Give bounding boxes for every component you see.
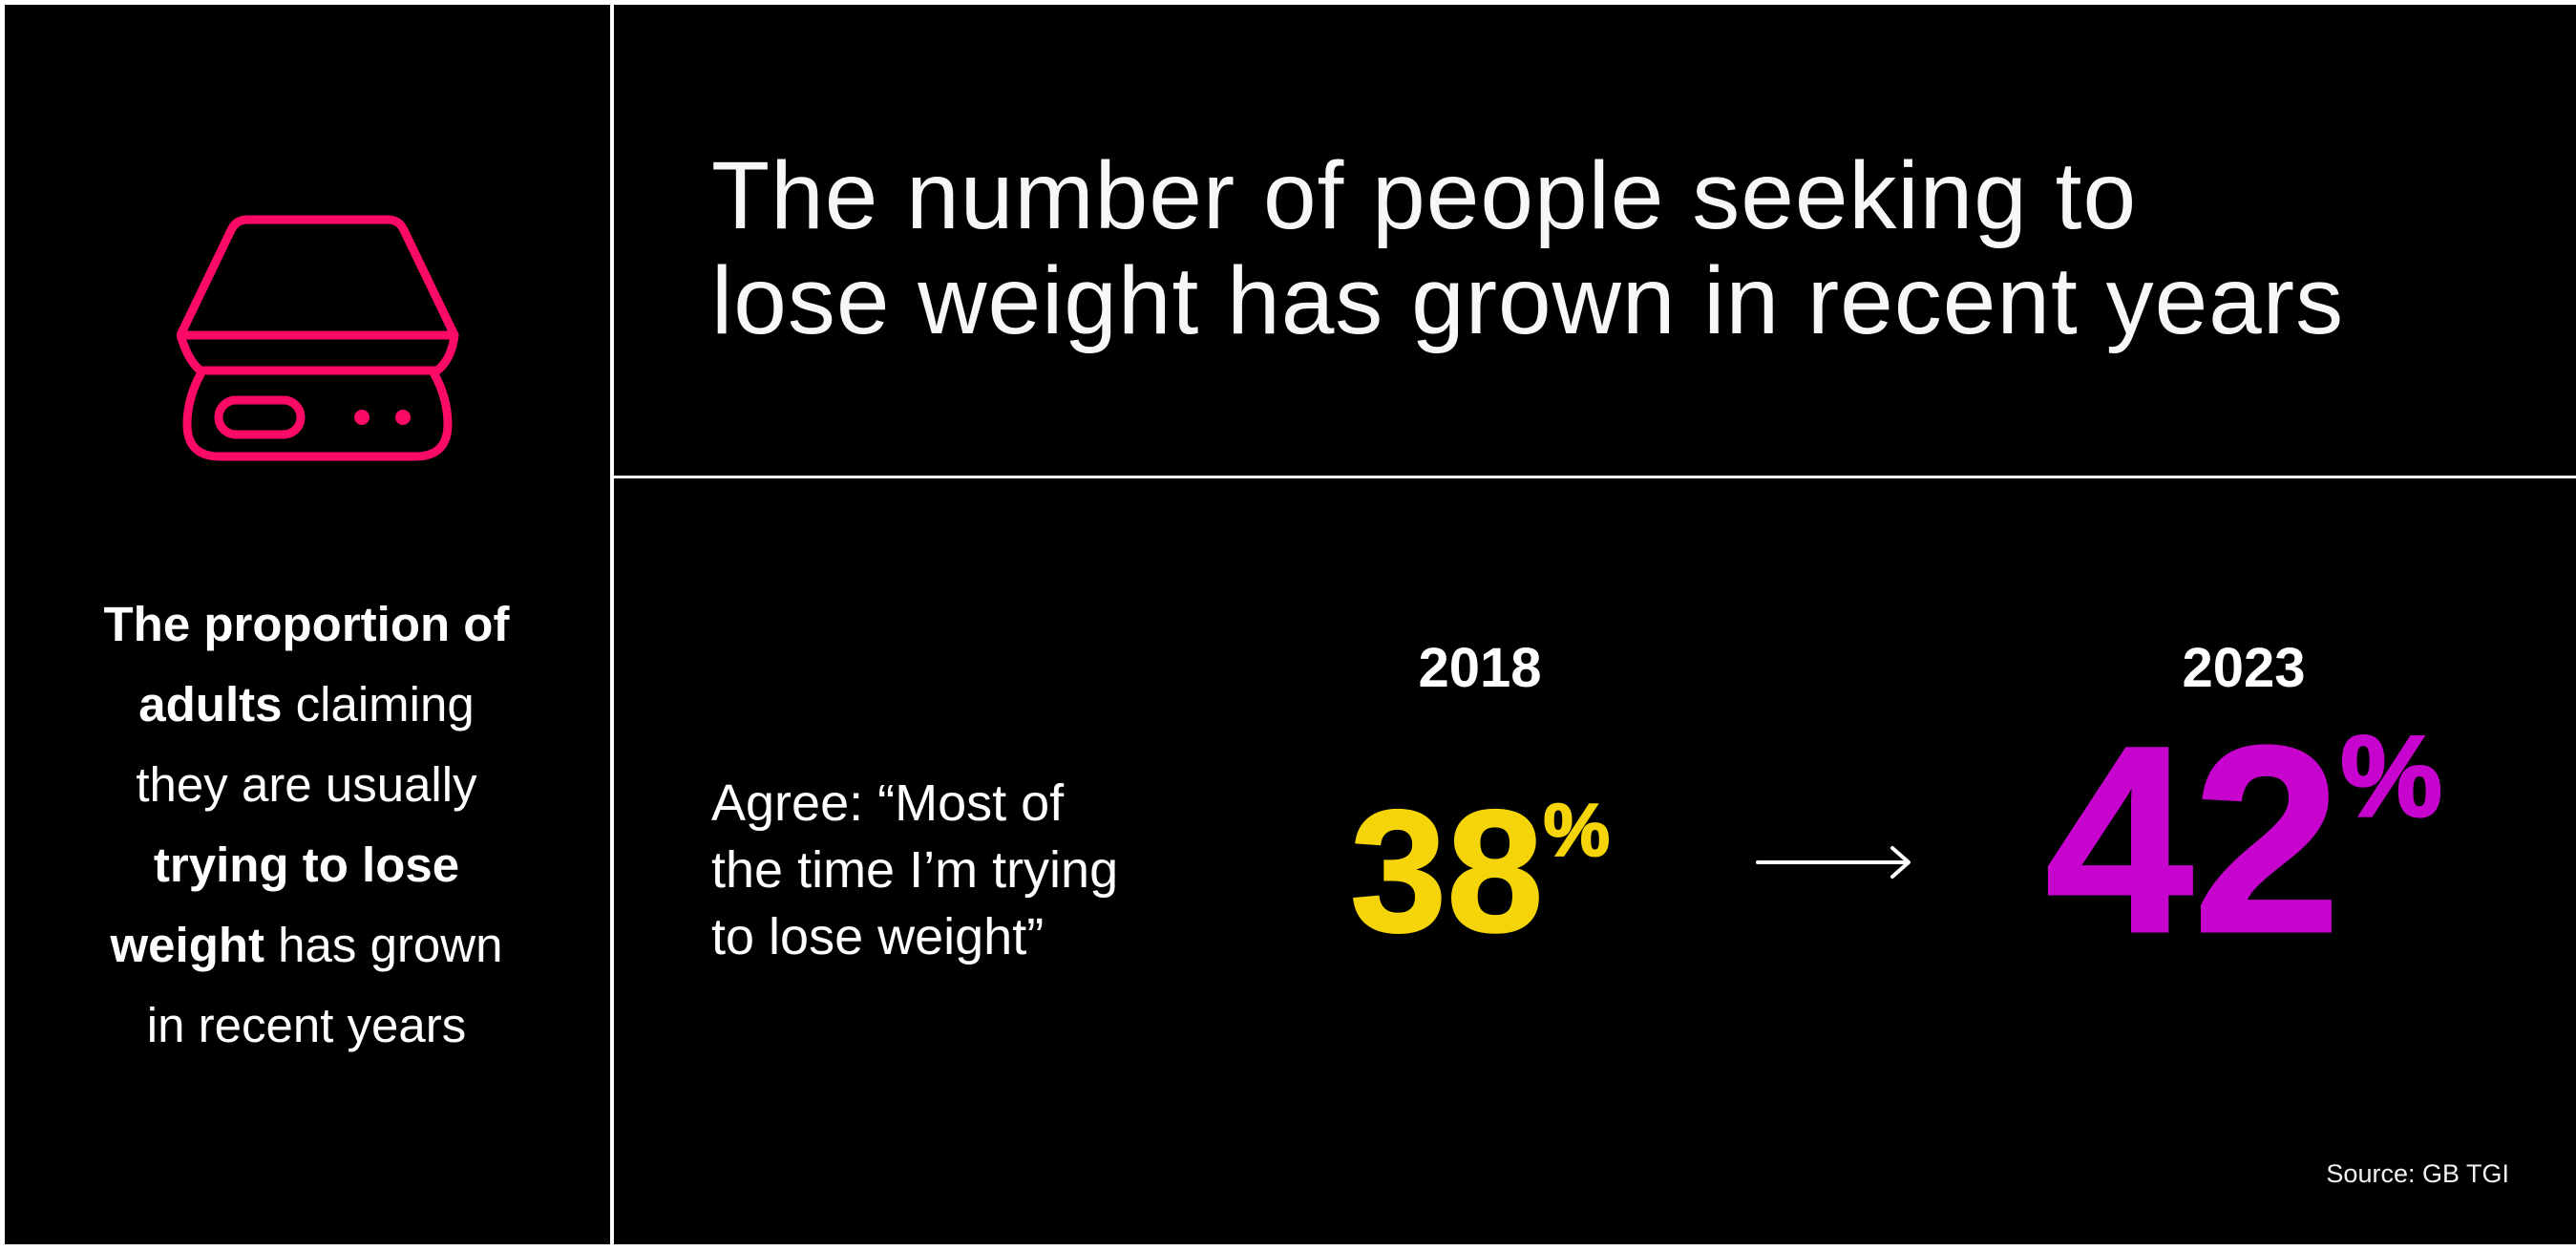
question-line: Agree: “Most of bbox=[711, 774, 1065, 832]
caption-segment: adults bbox=[138, 677, 283, 732]
caption-segment: in recent years bbox=[146, 998, 467, 1052]
source-note: Source: GB TGI bbox=[2326, 1159, 2509, 1188]
question-line: the time I’m trying bbox=[711, 841, 1119, 899]
weighing-scale-icon-svg bbox=[177, 215, 459, 461]
title-line-2: lose weight has grown in recent years bbox=[711, 247, 2345, 354]
survey-question: Agree: “Most of the time I’m trying to l… bbox=[711, 770, 1118, 970]
stat-2023-number: 42 bbox=[2044, 690, 2342, 987]
percent-sign: % bbox=[2339, 712, 2443, 840]
caption-segment: they are usually bbox=[136, 757, 477, 812]
percent-sign: % bbox=[1542, 788, 1611, 873]
vertical-divider bbox=[610, 0, 614, 1251]
stat-2018-value: 38% bbox=[1270, 774, 1690, 968]
frame-border-bottom bbox=[0, 1244, 2576, 1251]
caption-text: The proportion of adults claiming they a… bbox=[20, 584, 593, 1066]
frame-border-left bbox=[0, 0, 5, 1251]
frame-border-top bbox=[0, 0, 2576, 5]
stat-2018-number: 38 bbox=[1349, 774, 1544, 968]
caption-segment: trying to lose bbox=[153, 838, 460, 892]
weighing-scale-icon bbox=[177, 212, 463, 468]
stat-2023-value: 42% bbox=[2034, 690, 2454, 987]
stat-2018-year-label: 2018 bbox=[1418, 637, 1542, 699]
caption-segment: The proportion of bbox=[103, 597, 510, 651]
question-line: to lose weight” bbox=[711, 908, 1045, 965]
arrow-right-icon-svg bbox=[1756, 846, 1911, 879]
caption-segment: has grown bbox=[264, 918, 503, 972]
stat-2023-year-label: 2023 bbox=[2182, 637, 2306, 699]
caption-segment: weight bbox=[110, 918, 265, 972]
page-title: The number of people seeking to lose wei… bbox=[711, 143, 2344, 353]
arrow-right-icon bbox=[1755, 843, 1917, 881]
title-line-1: The number of people seeking to bbox=[711, 142, 2138, 249]
caption-segment: claiming bbox=[282, 677, 475, 732]
horizontal-divider bbox=[614, 476, 2576, 478]
